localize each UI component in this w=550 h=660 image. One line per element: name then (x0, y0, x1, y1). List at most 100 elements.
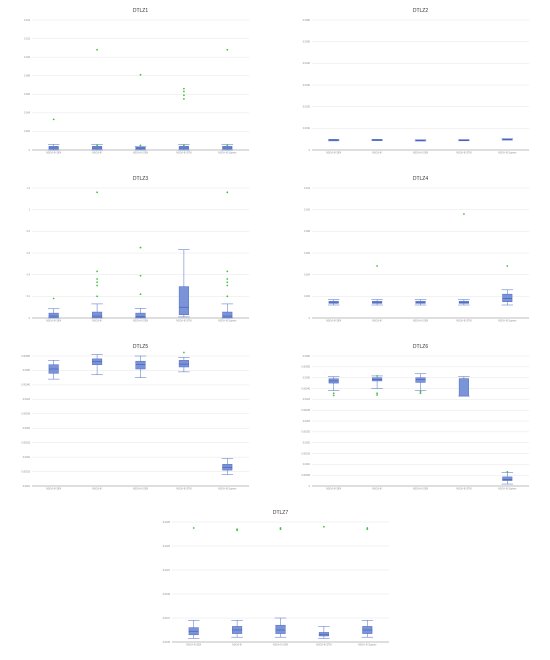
y-tick-label: 0.0004 (23, 398, 31, 401)
x-category-label: NSGA-III Squeez (218, 320, 237, 323)
outlier-point (332, 394, 335, 397)
y-tick-label: 1.2 (27, 187, 31, 190)
y-tick-label: 0.010 (304, 208, 311, 211)
x-category-label: NSGA-III GBX (133, 320, 149, 323)
y-tick-label: 0.0006 (303, 355, 311, 358)
y-tick-label: 0.00025 (301, 431, 310, 434)
x-category-label: NSGA-III (372, 320, 382, 323)
chart-dtlz2: DTLZ2 0 0.0010 0.0020 0.0030 0.0040 0.0050 0.00… (303, 8, 529, 155)
x-category-label: NSGA-III GBX (133, 488, 149, 491)
x-category-label: NSGA-III (92, 152, 102, 155)
y-tick-label: 0.0015 (163, 641, 171, 644)
box (502, 476, 513, 481)
x-category-label: NSGA-III Squeez (498, 488, 517, 491)
outlier-point (183, 90, 185, 93)
y-tick-label: 0.0017 (163, 617, 171, 620)
outlier-point (463, 213, 465, 215)
x-category-label: NSGA-III GBX (413, 488, 429, 491)
outlier-point (96, 144, 98, 147)
x-category-label: NSGA-III STM (176, 152, 191, 155)
y-tick-label: 0.0020 (303, 105, 311, 108)
outlier-point (226, 144, 229, 147)
y-tick-label: 0.002 (304, 295, 311, 298)
y-tick-label: 0 (309, 485, 311, 488)
chart-dtlz4: DTLZ4 0 0.002 0.004 0.006 0.008 0.010 0.012 NSGA… (304, 176, 529, 323)
outlier-point (506, 471, 509, 473)
y-tick-label: 0 (29, 317, 31, 320)
y-tick-label: 0.004 (24, 112, 31, 115)
x-category-label: NSGA-III Squeez (218, 152, 237, 155)
x-category-label: NSGA-III STM (456, 320, 471, 323)
y-tick-label: 0.0010 (303, 127, 311, 130)
y-tick-label: 0.012 (304, 187, 311, 190)
y-tick-label: 0.00055 (21, 355, 30, 358)
y-tick-label: 0.00025 (21, 441, 30, 444)
y-tick-label: 0.0004 (303, 398, 311, 401)
outlier-point (96, 191, 98, 194)
box (135, 360, 146, 370)
box (48, 312, 59, 318)
y-tick-label: 0.012 (24, 37, 31, 40)
y-tick-label: 0.00015 (21, 470, 30, 473)
chart-dtlz6: DTLZ6 0 0.00005 0.0001 0.00015 0.0002 0.00025 0… (301, 344, 529, 491)
x-category-label: NSGA-III (92, 320, 102, 323)
y-tick-label: 0.0040 (303, 62, 311, 65)
box (92, 311, 103, 318)
outlier-point (419, 390, 422, 393)
y-tick-label: 0.0021 (163, 569, 171, 572)
y-tick-label: 0.0003 (303, 420, 311, 423)
chart-title: DTLZ7 (273, 510, 289, 516)
x-category-label: NSGA-III STM (456, 488, 471, 491)
box (92, 146, 103, 150)
outlier-point (192, 527, 195, 529)
x-category-label: NSGA-III Squeez (358, 644, 377, 647)
box (222, 311, 233, 318)
y-tick-label: 0.006 (24, 93, 31, 96)
outlier-point (226, 284, 229, 287)
x-category-label: NSGA-III SBX (326, 152, 341, 155)
y-tick-label: 0.0025 (163, 521, 171, 524)
y-tick-label: 0.0019 (163, 593, 171, 596)
y-tick-label: 0.002 (24, 130, 31, 133)
y-tick-label: 0.0005 (303, 376, 311, 379)
y-tick-label: 0.2 (27, 295, 31, 298)
y-tick-label: 0 (309, 149, 311, 152)
y-tick-label: 0.008 (24, 75, 31, 78)
outlier-point (226, 48, 229, 51)
outlier-point (139, 144, 142, 147)
outlier-point (96, 295, 98, 298)
outlier-point (226, 191, 229, 194)
box (415, 377, 426, 383)
chart-dtlz5: DTLZ5 0.0001 0.00015 0.0002 0.00025 0.0003 0.0… (21, 344, 249, 491)
box (222, 146, 233, 150)
outlier-point (52, 118, 55, 121)
outlier-point (139, 246, 142, 249)
x-category-label: NSGA-III SBX (326, 320, 341, 323)
box (502, 293, 513, 302)
box (178, 146, 189, 150)
x-category-label: NSGA-III SBX (186, 644, 201, 647)
x-category-label: NSGA-III SBX (46, 488, 61, 491)
y-tick-label: 0.00035 (21, 413, 30, 416)
y-tick-label: 0.0030 (303, 84, 311, 87)
y-tick-label: 0.0001 (303, 463, 311, 466)
outlier-point (279, 528, 282, 531)
outlier-point (226, 270, 229, 273)
chart-title: DTLZ6 (413, 344, 429, 350)
outlier-point (226, 281, 229, 284)
outlier-point (376, 394, 378, 396)
x-category-label: NSGA-III Squeez (498, 320, 517, 323)
y-tick-label: 0.00045 (21, 384, 30, 387)
x-category-label: NSGA-III GBX (273, 644, 289, 647)
outlier-point (183, 87, 185, 90)
x-category-label: NSGA-III (372, 152, 382, 155)
y-tick-label: 0.0050 (303, 40, 311, 43)
y-tick-label: 0.010 (24, 56, 31, 59)
y-tick-label: 0.006 (304, 252, 311, 255)
chart-title: DTLZ3 (133, 176, 149, 182)
box (135, 312, 146, 318)
y-tick-label: 0.004 (304, 273, 311, 276)
x-category-label: NSGA-III GBX (133, 152, 149, 155)
y-tick-label: 0.00045 (301, 387, 310, 390)
outlier-point (139, 293, 142, 296)
